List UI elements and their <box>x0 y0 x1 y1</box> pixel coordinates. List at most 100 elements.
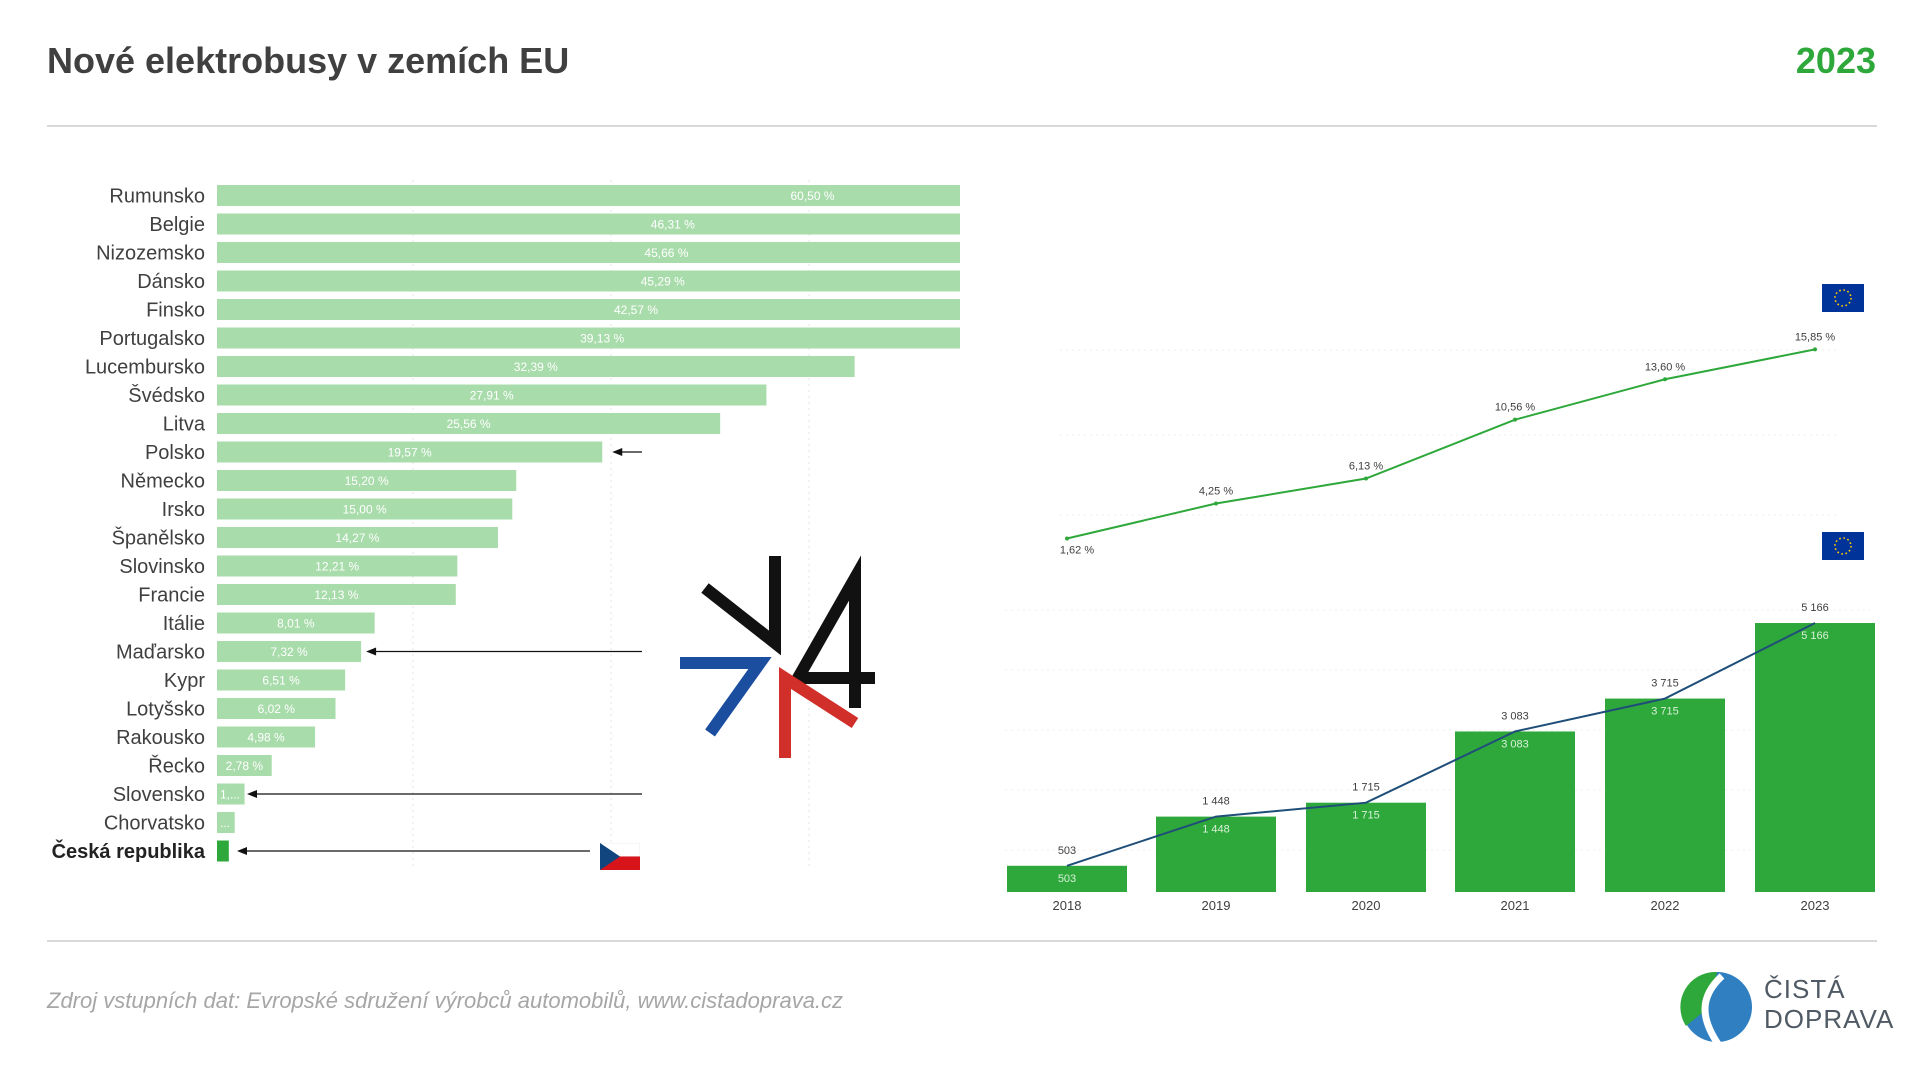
bar <box>217 356 855 377</box>
bar <box>217 384 767 406</box>
value-label: 15,20 % <box>345 474 389 488</box>
category-label: Česká republika <box>52 839 206 863</box>
series-line <box>1066 348 1816 540</box>
bar <box>217 213 960 235</box>
category-label: Belgie <box>149 214 205 236</box>
v4-logo <box>680 555 875 758</box>
category-label: Francie <box>138 585 205 607</box>
data-point <box>1813 347 1817 352</box>
value-label: 39,13 % <box>580 332 624 346</box>
x-tick-label: 2023 <box>1801 898 1830 913</box>
x-tick-label: 2021 <box>1501 898 1530 913</box>
category-label: Německo <box>121 471 205 493</box>
value-label: 45,29 % <box>641 275 685 289</box>
category-label: Itálie <box>163 613 205 635</box>
category-label: Nizozemsko <box>96 243 205 265</box>
value-label: 45,66 % <box>644 246 688 260</box>
value-label: 46,31 % <box>651 218 695 232</box>
category-label: Kypr <box>164 670 205 692</box>
data-point <box>1364 476 1368 481</box>
eu-annual-bar-chart: 2018 503 503 2019 1 448 1 448 2020 1 715 1 715 20… <box>1005 602 1875 913</box>
bar <box>217 698 336 719</box>
year-label: 2023 <box>1795 40 1876 81</box>
value-label: 19,57 % <box>388 446 432 460</box>
bar <box>217 812 235 833</box>
category-label: Polsko <box>145 442 205 464</box>
pointer-arrowhead <box>612 448 623 456</box>
value-label: 6,13 % <box>1349 461 1383 473</box>
value-label: ... <box>220 816 230 830</box>
page-title: Nové elektrobusy v zemích EU <box>47 40 570 81</box>
bar <box>217 327 960 349</box>
category-label: Slovensko <box>113 784 205 806</box>
pointer-arrowhead <box>366 647 377 656</box>
category-label: Lotyšsko <box>126 699 205 721</box>
category-label: Rakousko <box>116 727 205 749</box>
value-label: 1,... <box>220 788 240 802</box>
data-point <box>1513 417 1517 422</box>
category-label: Irsko <box>162 499 205 521</box>
value-label: 12,13 % <box>314 588 358 602</box>
bar <box>217 669 346 691</box>
value-label: 42,57 % <box>614 303 658 317</box>
x-tick-label: 2019 <box>1202 898 1231 913</box>
inside-value-label: 3 715 <box>1651 706 1679 718</box>
value-label: 503 <box>1058 845 1076 857</box>
cista-doprava-logo[interactable]: ČISTÁ DOPRAVA <box>1678 968 1893 1048</box>
category-label: Chorvatsko <box>104 813 205 835</box>
category-label: Dánsko <box>137 271 205 293</box>
data-point <box>1663 377 1667 382</box>
value-label: 3 083 <box>1501 710 1529 722</box>
pointer-arrowhead <box>247 790 257 798</box>
value-label: 32,39 % <box>514 360 558 374</box>
value-label: 8,01 % <box>277 617 315 631</box>
data-point <box>1065 536 1069 541</box>
category-label: Španělsko <box>112 527 205 550</box>
value-label: 1,62 % <box>1060 544 1094 556</box>
data-point <box>1214 501 1218 506</box>
logo-text-line2: DOPRAVA <box>1764 1004 1895 1034</box>
country-share-bar-chart: Rumunsko 60,50 % Belgie 46,31 % Nizozemsko 45… <box>52 180 960 870</box>
inside-value-label: 503 <box>1058 873 1076 885</box>
value-label: 15,00 % <box>343 503 387 517</box>
category-label: Finsko <box>146 300 205 322</box>
x-tick-label: 2018 <box>1053 898 1082 913</box>
inside-value-label: 5 166 <box>1801 630 1829 642</box>
bar <box>217 441 603 463</box>
value-label: 1 448 <box>1202 796 1230 808</box>
bar <box>217 270 960 292</box>
bar <box>217 299 960 320</box>
x-tick-label: 2020 <box>1352 898 1381 913</box>
value-label: 7,32 % <box>270 645 308 659</box>
value-label: 6,02 % <box>258 702 296 716</box>
bar <box>217 584 456 605</box>
value-label: 3 715 <box>1651 678 1679 690</box>
logo-text-line1: ČISTÁ <box>1764 974 1846 1004</box>
eu-flag-icon <box>1822 284 1864 312</box>
value-label: 6,51 % <box>262 674 300 688</box>
bar <box>217 612 375 634</box>
value-label: 1 715 <box>1352 782 1380 794</box>
category-label: Maďarsko <box>116 642 205 664</box>
value-label: 60,50 % <box>790 189 834 203</box>
bar <box>1605 698 1725 892</box>
bar <box>217 840 229 862</box>
value-label: 15,85 % <box>1795 331 1836 343</box>
pointer-arrowhead <box>237 847 247 855</box>
source-note: Zdroj vstupních dat: Evropské sdružení v… <box>47 988 844 1013</box>
value-label: 4,25 % <box>1199 486 1233 498</box>
category-label: Lucembursko <box>85 357 205 379</box>
value-label: 14,27 % <box>335 531 379 545</box>
category-label: Portugalsko <box>99 328 205 350</box>
bar <box>217 641 362 662</box>
category-label: Slovinsko <box>119 556 205 578</box>
bar <box>1306 802 1426 892</box>
category-label: Rumunsko <box>109 186 205 208</box>
value-label: 10,56 % <box>1495 402 1536 414</box>
bar <box>217 470 517 491</box>
bar <box>1007 865 1127 892</box>
inside-value-label: 1 715 <box>1352 810 1380 822</box>
bar <box>217 783 245 805</box>
bar <box>217 555 458 577</box>
bar <box>217 242 960 263</box>
